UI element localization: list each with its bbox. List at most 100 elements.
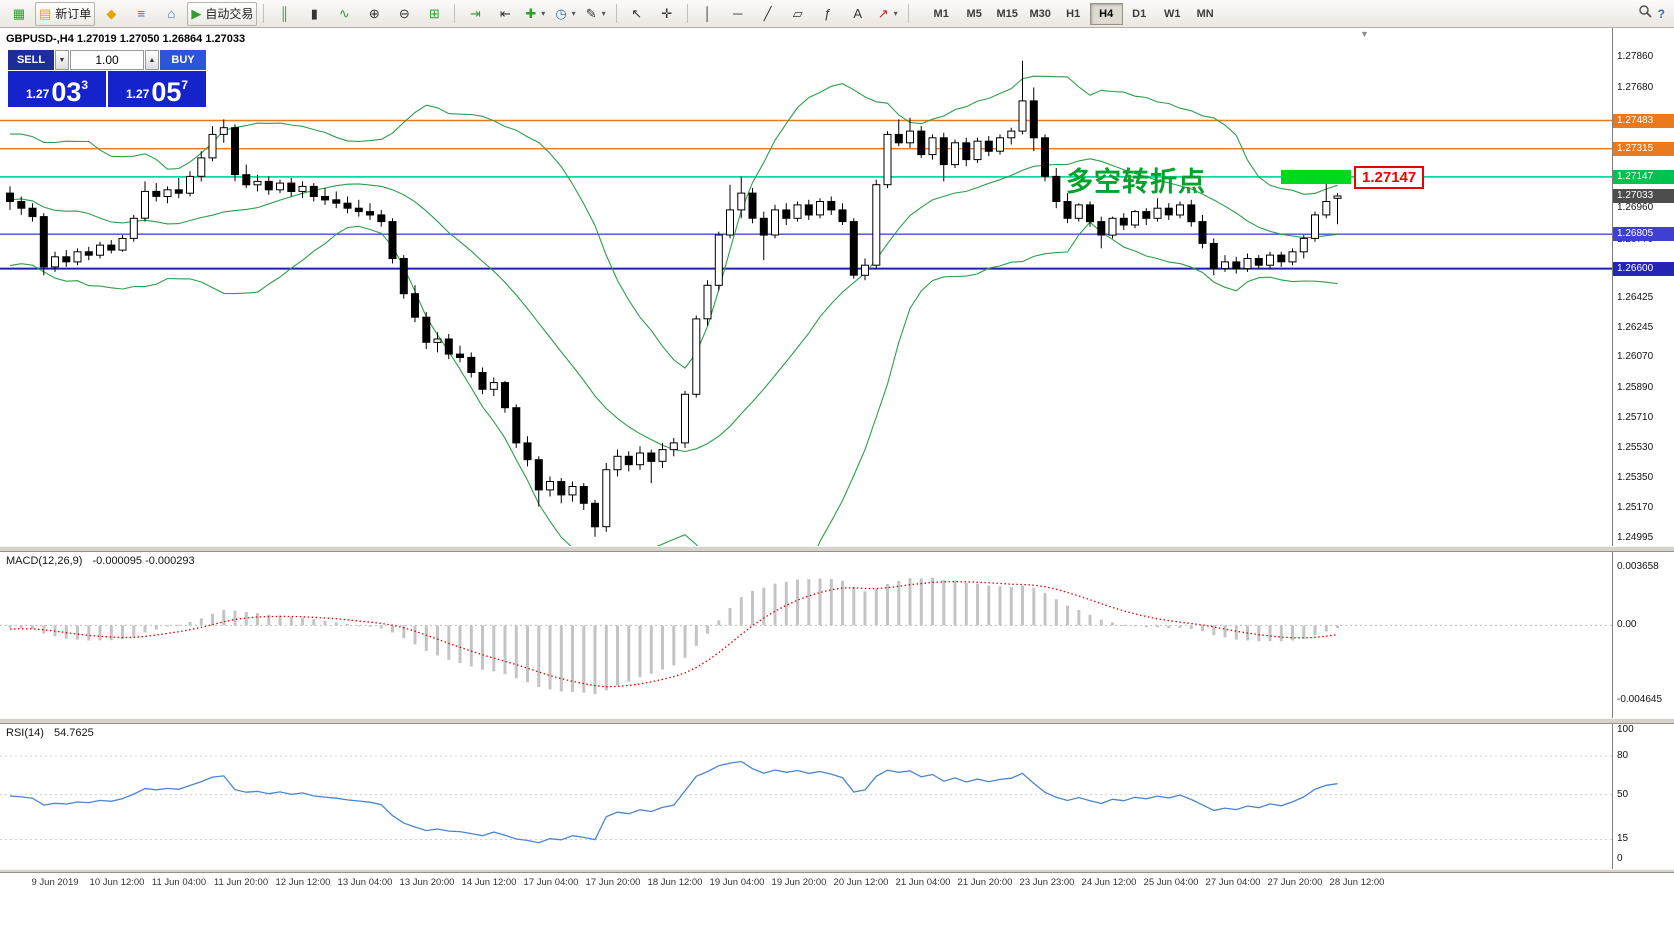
toolbar: ▦ ▤ 新订单 ◆ ≡ ⌂ ▶ 自动交易 ║ ▮ ∿ ⊕ ⊖ ⊞ ⇥ ⇤ ✚ ▾ … xyxy=(0,0,1674,28)
volume-input[interactable] xyxy=(70,50,144,70)
timeframe-w1[interactable]: W1 xyxy=(1163,7,1181,20)
time-axis-label: 11 Jun 04:00 xyxy=(151,877,207,888)
price-callout-label: 1.27147 xyxy=(1354,165,1425,189)
crosshair-button[interactable]: ✛ xyxy=(653,2,681,26)
indicators-button[interactable]: ✚ ▾ xyxy=(521,2,549,26)
arrows-tool-button[interactable]: ↗ ▾ xyxy=(874,2,902,26)
time-axis-label: 18 Jun 12:00 xyxy=(647,877,703,888)
chevron-down-icon: ▾ xyxy=(601,9,606,18)
vertical-line-icon: │ xyxy=(703,6,712,21)
rsi-pane[interactable]: RSI(14) 54.7625 100 80 50 15 0 xyxy=(0,724,1674,869)
time-axis-label: 27 Jun 04:00 xyxy=(1205,877,1261,888)
macd-axis-tick: 0.00 xyxy=(1617,619,1637,631)
price-axis-tick: 1.24995 xyxy=(1617,531,1654,543)
timeframe-m15[interactable]: M15 xyxy=(996,7,1018,20)
toolbar-separator xyxy=(454,4,456,23)
time-axis-label: 24 Jun 12:00 xyxy=(1081,877,1137,888)
horizontal-line-button[interactable]: ─ xyxy=(724,2,752,26)
new-order-button[interactable]: ▤ 新订单 xyxy=(35,1,96,26)
macd-axis-tick: -0.004645 xyxy=(1617,693,1663,705)
toolbar-right-group: ? xyxy=(1638,4,1669,23)
navigator-icon: ⌂ xyxy=(167,6,176,21)
metaquotes-button[interactable]: ◆ xyxy=(97,2,125,26)
toolbar-separator xyxy=(263,4,265,23)
rsi-axis[interactable]: 100 80 50 15 0 xyxy=(1612,724,1674,869)
fibonacci-icon: ƒ xyxy=(824,6,832,21)
fibonacci-button[interactable]: ƒ xyxy=(814,2,842,26)
navigator-button[interactable]: ⌂ xyxy=(157,2,185,26)
volume-down-button[interactable]: ▼ xyxy=(55,50,69,70)
cursor-icon: ↖ xyxy=(631,5,643,21)
volume-up-button[interactable]: ▲ xyxy=(145,50,159,70)
time-axis-label: 19 Jun 20:00 xyxy=(771,877,827,888)
macd-pane[interactable]: MACD(12,26,9) -0.000095 -0.000293 0.0036… xyxy=(0,552,1674,718)
chart-ohlc-header: GBPUSD-,H4 1.27019 1.27050 1.26864 1.270… xyxy=(6,33,246,45)
buy-button[interactable]: BUY xyxy=(160,50,206,70)
chart-shift-button[interactable]: ⇤ xyxy=(491,2,519,26)
templates-button[interactable]: ✎ ▾ xyxy=(582,2,610,26)
auto-scroll-button[interactable]: ⇥ xyxy=(461,2,489,26)
chart-shift-icon: ⇤ xyxy=(499,5,511,21)
price-axis-badge: 1.26805 xyxy=(1613,227,1674,242)
pane-splitter[interactable] xyxy=(0,869,1674,873)
text-tool-button[interactable]: A xyxy=(844,2,872,26)
price-axis-tick: 1.25170 xyxy=(1617,502,1654,514)
vertical-line-button[interactable]: │ xyxy=(694,2,722,26)
help-icon[interactable]: ? xyxy=(1657,6,1665,21)
rsi-value: 54.7625 xyxy=(53,727,94,739)
price-axis[interactable]: 1.278601.276801.269601.267701.264251.262… xyxy=(1612,28,1674,546)
candle-chart-button[interactable]: ▮ xyxy=(300,2,328,26)
auto-trading-icon: ▶ xyxy=(191,5,202,21)
market-watch-icon: ≡ xyxy=(137,6,146,21)
timeframe-h4[interactable]: H4 xyxy=(1089,2,1123,25)
time-axis[interactable]: 9 Jun 2019 10 Jun 12:00 11 Jun 04:00 11 Jun… xyxy=(0,873,1674,897)
timeframe-d1[interactable]: D1 xyxy=(1132,7,1147,20)
toolbar-separator xyxy=(907,4,909,23)
market-watch-button[interactable]: ≡ xyxy=(127,2,155,26)
timeframe-m30[interactable]: M30 xyxy=(1029,7,1051,20)
pane-splitter[interactable] xyxy=(0,718,1674,724)
auto-trading-button[interactable]: ▶ 自动交易 xyxy=(187,1,258,26)
time-axis-label: 28 Jun 12:00 xyxy=(1329,877,1385,888)
timeframe-m5[interactable]: M5 xyxy=(966,7,982,20)
price-chart-pane[interactable]: ▼ GBPUSD-,H4 1.27019 1.27050 1.26864 1.2… xyxy=(0,28,1674,546)
rsi-label: RSI(14) 54.7625 xyxy=(6,727,94,739)
sell-button[interactable]: SELL xyxy=(8,50,54,70)
channel-button[interactable]: ▱ xyxy=(784,2,812,26)
app-icon: ▦ xyxy=(12,5,26,21)
templates-icon: ✎ xyxy=(585,5,597,21)
time-axis-label: 10 Jun 12:00 xyxy=(89,877,145,888)
sell-price-panel[interactable]: 1.27 03 3 xyxy=(8,71,106,107)
macd-axis[interactable]: 0.003658 0.00 -0.004645 xyxy=(1612,552,1674,718)
timeframe-m1[interactable]: M1 xyxy=(933,7,949,20)
trendline-button[interactable]: ╱ xyxy=(754,2,782,26)
price-axis-badge: 1.27315 xyxy=(1613,141,1674,156)
candle-chart-icon: ▮ xyxy=(310,5,318,21)
pane-splitter[interactable] xyxy=(0,546,1674,552)
toolbar-separator xyxy=(615,4,617,23)
buy-price-panel[interactable]: 1.27 05 7 xyxy=(108,71,206,107)
price-axis-tick: 1.27860 xyxy=(1617,51,1654,63)
rsi-axis-tick: 50 xyxy=(1617,788,1629,800)
cursor-button[interactable]: ↖ xyxy=(623,2,651,26)
metaquotes-icon: ◆ xyxy=(106,5,117,21)
zoom-out-button[interactable]: ⊖ xyxy=(390,2,418,26)
timeframe-mn[interactable]: MN xyxy=(1196,7,1214,20)
tile-windows-button[interactable]: ⊞ xyxy=(420,2,448,26)
price-axis-tick: 1.26425 xyxy=(1617,291,1654,303)
arrows-tool-icon: ↗ xyxy=(877,5,889,21)
time-axis-label: 11 Jun 20:00 xyxy=(213,877,269,888)
time-axis-label: 21 Jun 20:00 xyxy=(957,877,1013,888)
bar-chart-button[interactable]: ║ xyxy=(270,2,298,26)
timeframe-h1[interactable]: H1 xyxy=(1066,7,1081,20)
price-highlight-box xyxy=(1281,169,1351,184)
auto-scroll-icon: ⇥ xyxy=(469,5,481,21)
price-axis-tick: 1.26245 xyxy=(1617,322,1654,334)
zoom-in-button[interactable]: ⊕ xyxy=(360,2,388,26)
crosshair-icon: ✛ xyxy=(661,5,673,21)
time-axis-label: 25 Jun 04:00 xyxy=(1143,877,1199,888)
zoom-out-icon: ⊖ xyxy=(398,5,410,21)
periods-button[interactable]: ◷ ▾ xyxy=(551,2,579,26)
line-chart-button[interactable]: ∿ xyxy=(330,2,358,26)
search-icon[interactable] xyxy=(1638,4,1652,23)
